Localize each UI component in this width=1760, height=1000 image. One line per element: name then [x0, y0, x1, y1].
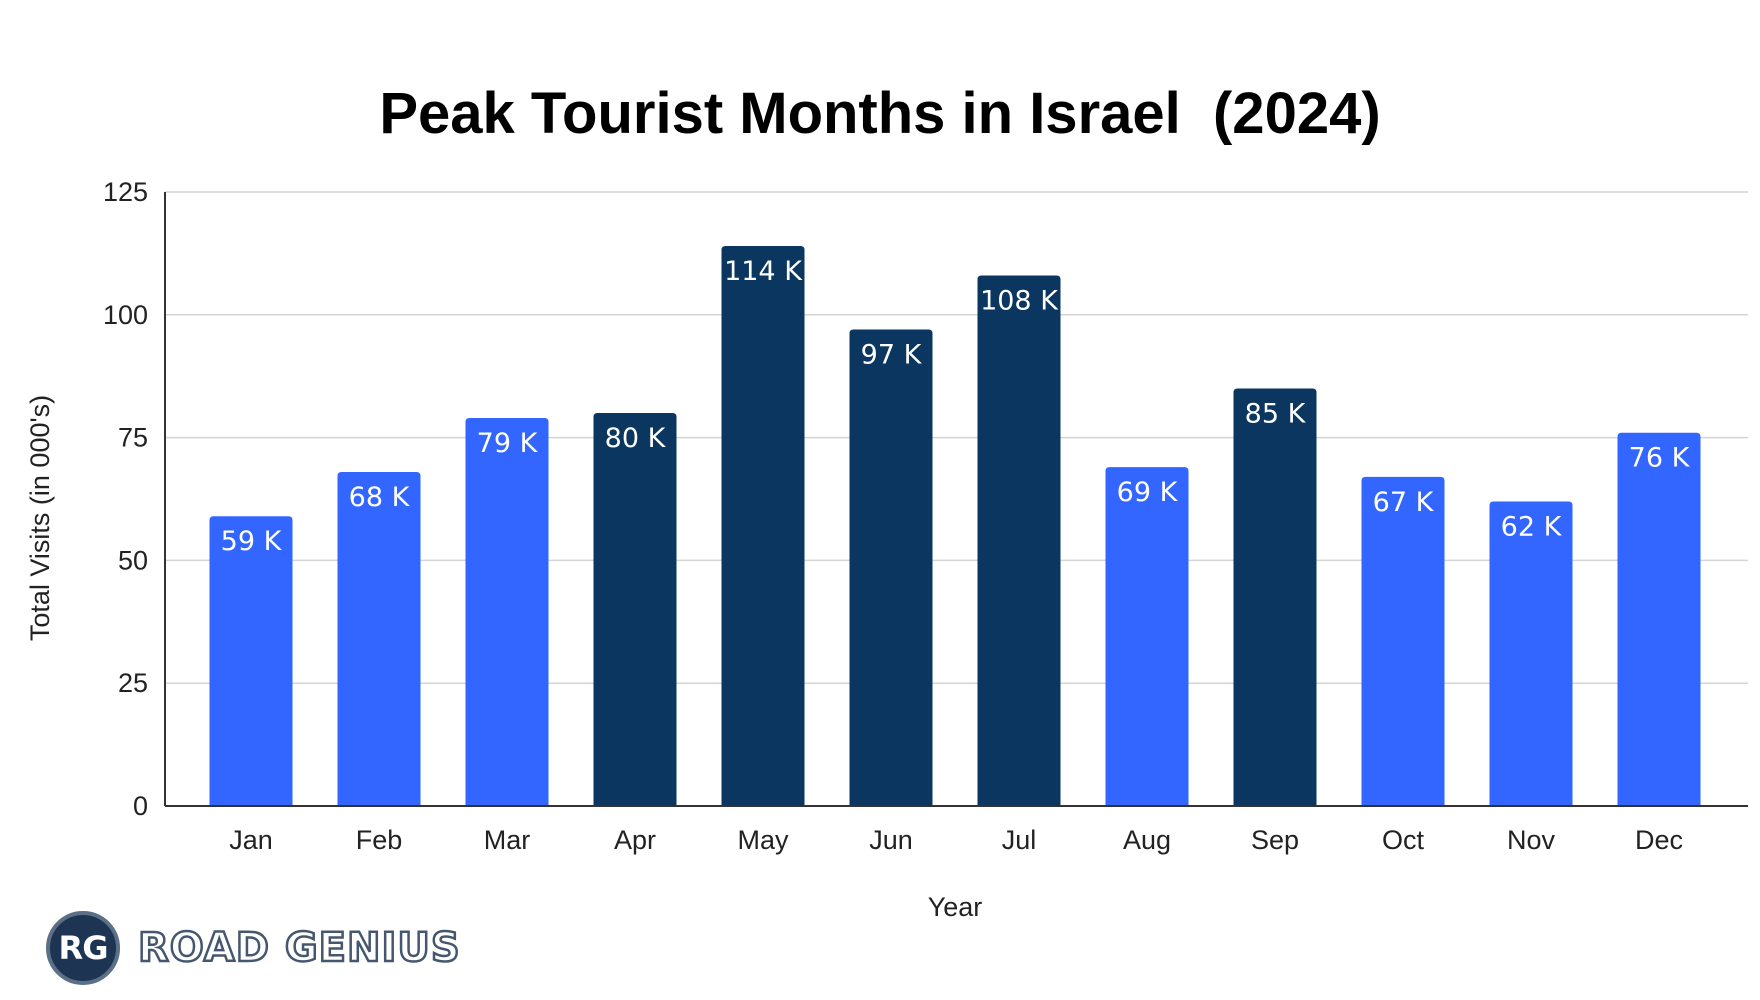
bar-aug [1105, 467, 1189, 806]
x-tick-label: Aug [1123, 825, 1171, 855]
data-label: 69 K [1117, 477, 1179, 508]
gridlines [165, 191, 1748, 684]
bar-may [721, 246, 805, 807]
data-label: 67 K [1373, 487, 1435, 518]
y-tick-label: 50 [118, 545, 148, 575]
x-tick-label: Feb [356, 825, 403, 855]
x-tick-label: Apr [614, 825, 656, 855]
y-tick-label: 75 [118, 423, 148, 453]
bar-sep [1233, 388, 1317, 806]
y-tick-label: 125 [103, 177, 148, 207]
data-label: 97 K [861, 340, 923, 371]
bar-oct [1361, 476, 1445, 806]
data-label: 80 K [605, 423, 667, 454]
logo-wordmark: ROAD GENIUS [137, 924, 461, 973]
x-tick-label: Sep [1251, 825, 1299, 855]
x-axis-title: Year [928, 892, 983, 922]
bar-apr [593, 413, 677, 806]
data-label: 85 K [1245, 398, 1307, 429]
data-label: 68 K [349, 482, 411, 513]
data-label: 59 K [221, 526, 283, 557]
bar-feb [337, 471, 421, 806]
bar-jan [209, 516, 293, 806]
x-tick-label: Jun [869, 825, 913, 855]
x-tick-label: Nov [1507, 825, 1556, 855]
data-label: 79 K [477, 428, 539, 459]
data-label: 114 K [724, 256, 803, 287]
x-tick-label: May [737, 825, 789, 855]
x-tick-label: Mar [484, 825, 531, 855]
axes [164, 192, 1748, 807]
bar-jul [977, 275, 1061, 806]
y-axis-title: Total Visits (in 000's) [25, 395, 55, 641]
x-tick-label: Jan [229, 825, 273, 855]
x-tick-label: Dec [1635, 825, 1683, 855]
data-label: 108 K [980, 286, 1059, 317]
y-tick-label: 0 [133, 791, 148, 821]
data-label: 76 K [1629, 443, 1691, 474]
y-tick-label: 100 [103, 300, 148, 330]
y-tick-label: 25 [118, 668, 148, 698]
bar-dec [1617, 432, 1701, 806]
bars [209, 246, 1701, 807]
chart-title: Peak Tourist Months in Israel (2024) [379, 81, 1381, 146]
x-tick-label: Oct [1382, 825, 1425, 855]
bar-mar [465, 417, 549, 806]
labels: 0 25 50 75 100 125 59 K Jan 68 K Feb 79 K Mar 80 K Ap… [103, 177, 1691, 855]
bar-jun [849, 329, 933, 806]
logo-badge: RG [46, 911, 120, 985]
data-label: 62 K [1501, 511, 1563, 542]
bar-nov [1489, 501, 1573, 806]
x-tick-label: Jul [1002, 825, 1037, 855]
